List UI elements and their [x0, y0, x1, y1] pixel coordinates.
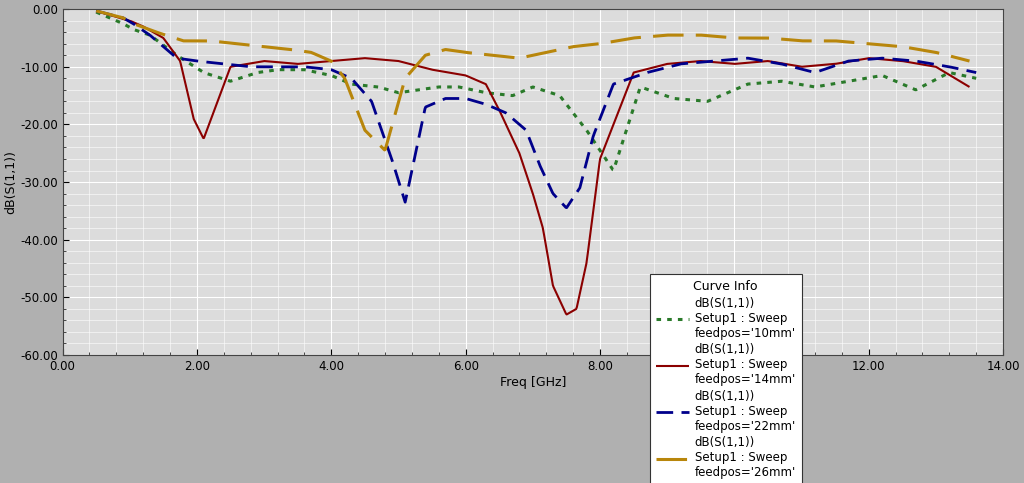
dB(S(1,1))
Setup1 : Sweep
feedpos='22mm': (2.71, -9.88): Sweep feedpos='22mm': (2.71, -9.88): [239, 63, 251, 69]
dB(S(1,1))
Setup1 : Sweep
feedpos='14mm': (6.14, -12.2): Sweep feedpos='14mm': (6.14, -12.2): [469, 76, 481, 82]
dB(S(1,1))
Setup1 : Sweep
feedpos='26mm': (2.69, -6.11): Sweep feedpos='26mm': (2.69, -6.11): [238, 42, 250, 47]
dB(S(1,1))
Setup1 : Sweep
feedpos='10mm': (0.5, -0.5): Sweep feedpos='10mm': (0.5, -0.5): [90, 9, 102, 15]
dB(S(1,1))
Setup1 : Sweep
feedpos='26mm': (2.22, -5.53): Sweep feedpos='26mm': (2.22, -5.53): [206, 38, 218, 44]
dB(S(1,1))
Setup1 : Sweep
feedpos='26mm': (0.5, -0.3): Sweep feedpos='26mm': (0.5, -0.3): [90, 8, 102, 14]
dB(S(1,1))
Setup1 : Sweep
feedpos='22mm': (0.5, -0.3): Sweep feedpos='22mm': (0.5, -0.3): [90, 8, 102, 14]
Line: dB(S(1,1))
Setup1 : Sweep
feedpos='10mm': dB(S(1,1)) Setup1 : Sweep feedpos='10mm': [96, 12, 976, 170]
Y-axis label: dB(S(1,1)): dB(S(1,1)): [4, 150, 17, 214]
dB(S(1,1))
Setup1 : Sweep
feedpos='22mm': (6.18, -16.1): Sweep feedpos='22mm': (6.18, -16.1): [472, 99, 484, 105]
X-axis label: Freq [GHz]: Freq [GHz]: [500, 376, 566, 389]
dB(S(1,1))
Setup1 : Sweep
feedpos='14mm': (2.22, -18.6): Sweep feedpos='14mm': (2.22, -18.6): [206, 114, 218, 119]
dB(S(1,1))
Setup1 : Sweep
feedpos='22mm': (7.5, -34.4): Sweep feedpos='22mm': (7.5, -34.4): [560, 205, 572, 211]
dB(S(1,1))
Setup1 : Sweep
feedpos='26mm': (13.5, -9): Sweep feedpos='26mm': (13.5, -9): [964, 58, 976, 64]
dB(S(1,1))
Setup1 : Sweep
feedpos='26mm': (4.79, -24.4): Sweep feedpos='26mm': (4.79, -24.4): [379, 147, 391, 153]
dB(S(1,1))
Setup1 : Sweep
feedpos='14mm': (0.5, -0.3): Sweep feedpos='14mm': (0.5, -0.3): [90, 8, 102, 14]
dB(S(1,1))
Setup1 : Sweep
feedpos='22mm': (7.67, -31.6): Sweep feedpos='22mm': (7.67, -31.6): [571, 188, 584, 194]
Line: dB(S(1,1))
Setup1 : Sweep
feedpos='22mm': dB(S(1,1)) Setup1 : Sweep feedpos='22mm': [96, 11, 976, 208]
dB(S(1,1))
Setup1 : Sweep
feedpos='10mm': (4.91, -14.2): Sweep feedpos='10mm': (4.91, -14.2): [386, 88, 398, 94]
dB(S(1,1))
Setup1 : Sweep
feedpos='14mm': (7.5, -53): Sweep feedpos='14mm': (7.5, -53): [560, 312, 572, 317]
dB(S(1,1))
Setup1 : Sweep
feedpos='22mm': (4.91, -26.5): Sweep feedpos='22mm': (4.91, -26.5): [386, 159, 398, 165]
dB(S(1,1))
Setup1 : Sweep
feedpos='14mm': (7.61, -52.2): Sweep feedpos='14mm': (7.61, -52.2): [568, 307, 581, 313]
dB(S(1,1))
Setup1 : Sweep
feedpos='10mm': (7.66, -18.8): Sweep feedpos='10mm': (7.66, -18.8): [570, 115, 583, 121]
dB(S(1,1))
Setup1 : Sweep
feedpos='26mm': (7.61, -6.48): Sweep feedpos='26mm': (7.61, -6.48): [568, 43, 581, 49]
dB(S(1,1))
Setup1 : Sweep
feedpos='10mm': (7.38, -14.9): Sweep feedpos='10mm': (7.38, -14.9): [552, 92, 564, 98]
dB(S(1,1))
Setup1 : Sweep
feedpos='10mm': (2.71, -11.7): Sweep feedpos='10mm': (2.71, -11.7): [239, 74, 251, 80]
dB(S(1,1))
Setup1 : Sweep
feedpos='22mm': (7.38, -33): Sweep feedpos='22mm': (7.38, -33): [552, 197, 564, 202]
dB(S(1,1))
Setup1 : Sweep
feedpos='10mm': (13.6, -12): Sweep feedpos='10mm': (13.6, -12): [970, 75, 982, 81]
dB(S(1,1))
Setup1 : Sweep
feedpos='14mm': (4.88, -8.88): Sweep feedpos='14mm': (4.88, -8.88): [384, 57, 396, 63]
Line: dB(S(1,1))
Setup1 : Sweep
feedpos='26mm': dB(S(1,1)) Setup1 : Sweep feedpos='26mm': [96, 11, 970, 150]
dB(S(1,1))
Setup1 : Sweep
feedpos='22mm': (13.6, -11): Sweep feedpos='22mm': (13.6, -11): [970, 70, 982, 75]
dB(S(1,1))
Setup1 : Sweep
feedpos='10mm': (2.24, -11.5): Sweep feedpos='10mm': (2.24, -11.5): [207, 72, 219, 78]
dB(S(1,1))
Setup1 : Sweep
feedpos='14mm': (7.33, -48.8): Sweep feedpos='14mm': (7.33, -48.8): [549, 287, 561, 293]
Line: dB(S(1,1))
Setup1 : Sweep
feedpos='14mm': dB(S(1,1)) Setup1 : Sweep feedpos='14mm': [96, 11, 970, 314]
Legend: dB(S(1,1))
Setup1 : Sweep
feedpos='10mm', dB(S(1,1))
Setup1 : Sweep
feedpos='14m: dB(S(1,1)) Setup1 : Sweep feedpos='10mm'…: [649, 274, 802, 483]
dB(S(1,1))
Setup1 : Sweep
feedpos='10mm': (6.18, -14.2): Sweep feedpos='10mm': (6.18, -14.2): [472, 88, 484, 94]
dB(S(1,1))
Setup1 : Sweep
feedpos='14mm': (2.69, -9.62): Sweep feedpos='14mm': (2.69, -9.62): [238, 62, 250, 68]
dB(S(1,1))
Setup1 : Sweep
feedpos='22mm': (2.24, -9.3): Sweep feedpos='22mm': (2.24, -9.3): [207, 60, 219, 66]
dB(S(1,1))
Setup1 : Sweep
feedpos='26mm': (6.15, -7.69): Sweep feedpos='26mm': (6.15, -7.69): [469, 51, 481, 57]
dB(S(1,1))
Setup1 : Sweep
feedpos='14mm': (13.5, -13.5): Sweep feedpos='14mm': (13.5, -13.5): [964, 84, 976, 90]
dB(S(1,1))
Setup1 : Sweep
feedpos='26mm': (7.34, -7.15): Sweep feedpos='26mm': (7.34, -7.15): [550, 47, 562, 53]
dB(S(1,1))
Setup1 : Sweep
feedpos='26mm': (4.89, -20.7): Sweep feedpos='26mm': (4.89, -20.7): [385, 126, 397, 131]
dB(S(1,1))
Setup1 : Sweep
feedpos='10mm': (8.2, -27.9): Sweep feedpos='10mm': (8.2, -27.9): [607, 167, 620, 173]
